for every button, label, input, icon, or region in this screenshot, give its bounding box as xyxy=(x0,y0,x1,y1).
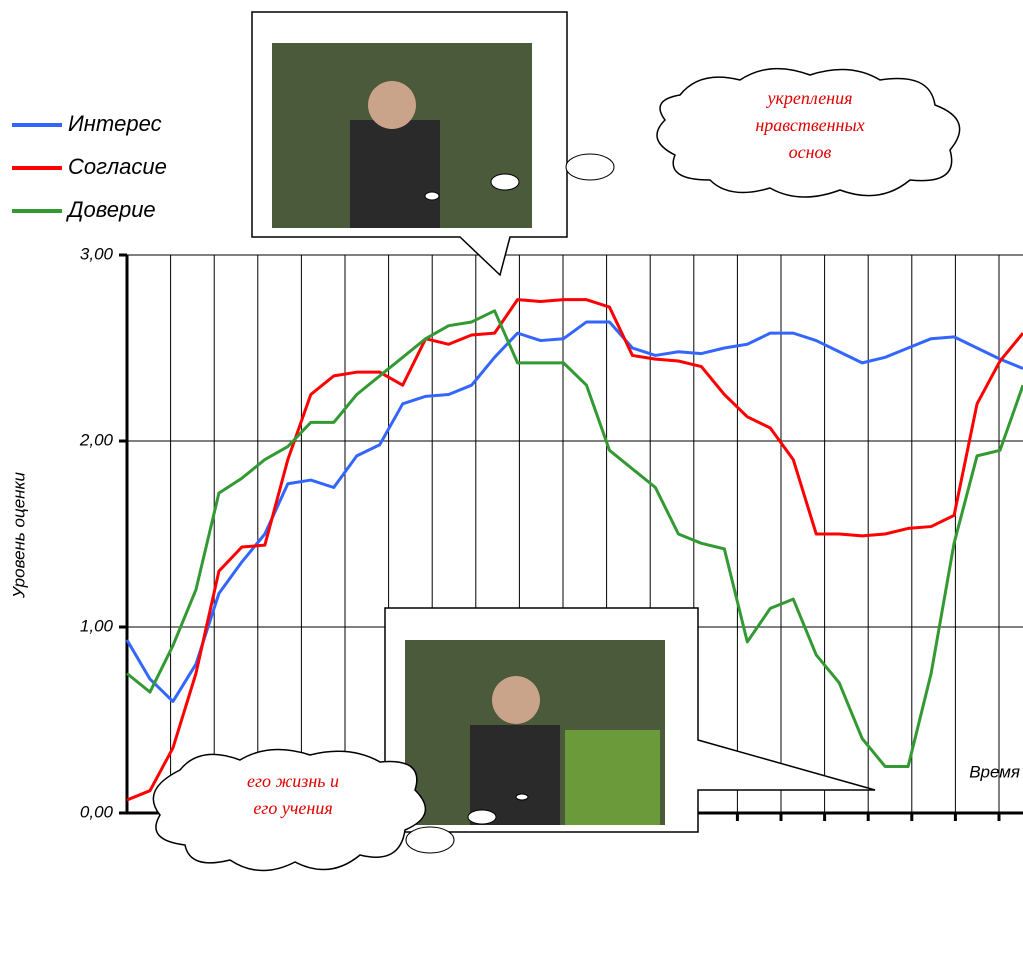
thought-bubble xyxy=(405,826,455,854)
series-line xyxy=(126,309,1023,768)
photo-figure xyxy=(470,725,560,825)
thought-bubble xyxy=(467,809,497,825)
cloud-text: его учения xyxy=(253,798,332,818)
y-tick-label: 1,00 xyxy=(80,616,114,635)
cloud-text: его жизнь и xyxy=(247,771,339,791)
thought-bubble xyxy=(424,191,440,201)
cloud xyxy=(152,748,427,872)
cloud-text: нравственных xyxy=(755,115,864,135)
y-tick-label: 2,00 xyxy=(79,430,114,449)
cloud xyxy=(656,67,961,198)
series-line xyxy=(126,298,1023,802)
photo-face xyxy=(368,81,416,129)
legend-label: Интерес xyxy=(68,111,162,136)
series-line xyxy=(125,320,1023,703)
thought-bubble xyxy=(515,793,529,801)
legend-label: Доверие xyxy=(65,197,156,222)
thought-bubble xyxy=(490,173,520,191)
y-tick-label: 3,00 xyxy=(80,244,114,263)
y-axis-label: Уровень оценки xyxy=(9,471,28,599)
cloud-text: укрепления xyxy=(766,88,853,108)
photo-face xyxy=(492,676,540,724)
thought-bubble xyxy=(565,153,615,181)
legend-label: Согласие xyxy=(68,154,167,179)
photo-figure xyxy=(350,120,440,228)
cloud-text: основ xyxy=(789,142,832,162)
photo-figure xyxy=(565,730,660,825)
x-axis-label: Время xyxy=(969,762,1020,781)
y-tick-label: 0,00 xyxy=(80,802,114,821)
